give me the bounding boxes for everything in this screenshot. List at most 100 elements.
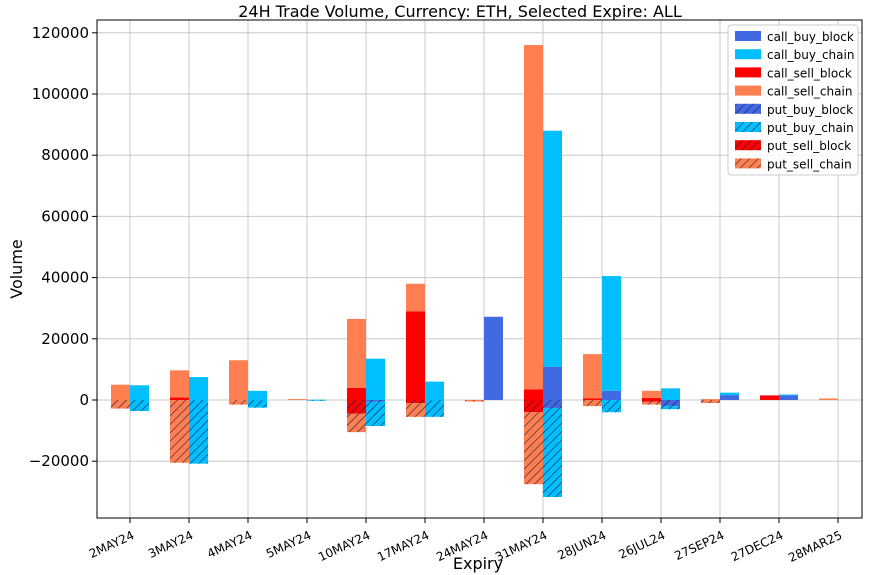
y-tick-label: −20000 — [29, 452, 89, 470]
bar-call_buy_chain — [425, 381, 444, 400]
bar-hatch-put_buy_chain — [248, 400, 267, 408]
y-tick-label: 80000 — [41, 146, 89, 164]
legend-swatch-call_buy_block — [735, 31, 761, 41]
x-tick-label: 4MAY24 — [205, 528, 254, 561]
x-tick-label: 2MAY24 — [87, 528, 136, 561]
bar-hatch-put_buy_chain — [543, 407, 562, 498]
legend-hatch-put_sell_chain — [735, 158, 761, 169]
bar-call_sell_chain — [524, 45, 543, 390]
bar-hatch-put_sell_chain — [347, 413, 366, 433]
plot-frame — [96, 19, 863, 519]
bar-hatch-put_sell_block — [642, 400, 661, 402]
bar-call_sell_chain — [111, 384, 130, 400]
bar-hatch-put_buy_chain — [189, 400, 208, 464]
bar-hatch-put_buy_chain — [602, 400, 621, 413]
legend-hatch-put_buy_block — [735, 103, 761, 114]
x-tick-label: 27DEC24 — [729, 528, 785, 564]
legend-label: put_sell_block — [767, 139, 851, 153]
bar-hatch-put_sell_block — [406, 400, 425, 404]
bar-call_buy_block — [720, 395, 739, 400]
bar-call_sell_chain — [406, 283, 425, 312]
bar-hatch-put_sell_chain — [583, 400, 602, 407]
legend-box — [727, 24, 859, 176]
legend-label: call_buy_chain — [767, 48, 854, 62]
x-tick-label: 17MAY24 — [375, 528, 431, 564]
bar-call_buy_chain — [366, 358, 385, 400]
bar-call_sell_block — [170, 397, 189, 400]
x-tick-label: 10MAY24 — [316, 528, 372, 564]
bar-hatch-put_sell_block — [524, 400, 543, 413]
bar-hatch-put_sell_chain — [524, 412, 543, 485]
bar-call_buy_chain — [130, 385, 149, 400]
bar-hatch-put_buy_chain — [366, 401, 385, 427]
bar-hatch-put_buy_chain — [307, 400, 326, 401]
bar-hatch-put_sell_chain — [170, 400, 189, 463]
x-tick-label: 26JUL24 — [616, 528, 667, 562]
y-axis-label: Volume — [7, 239, 26, 299]
bar-hatch-put_sell_chain — [229, 400, 248, 405]
bar-hatch-put_buy_chain — [425, 400, 444, 417]
bar-call_sell_chain — [229, 360, 248, 400]
bar-hatch-put_sell_chain — [111, 400, 130, 409]
chart-title: 24H Trade Volume, Currency: ETH, Selecte… — [238, 2, 682, 21]
bar-call_sell_chain — [288, 399, 307, 400]
bar-hatch-put_buy_block — [661, 400, 680, 407]
bar-call_sell_block — [583, 398, 602, 400]
legend-label: call_sell_chain — [767, 85, 852, 99]
bar-call_sell_block — [347, 387, 366, 400]
y-tick-label: 0 — [79, 391, 89, 409]
y-tick-label: 120000 — [32, 24, 89, 42]
y-tick-label: 60000 — [41, 207, 89, 225]
legend-swatch-call_sell_block — [735, 67, 761, 78]
bar-call_buy_block — [543, 366, 562, 400]
x-tick-label: 28JUN24 — [555, 528, 608, 563]
legend-label: call_buy_block — [767, 30, 854, 44]
bar-hatch-put_sell_chain — [701, 400, 720, 404]
bar-call_sell_chain — [583, 354, 602, 399]
legend-swatch-call_buy_chain — [735, 49, 761, 60]
bar-call_buy_chain — [779, 394, 798, 396]
legend-swatch-call_sell_chain — [735, 85, 761, 96]
bar-call_buy_chain — [602, 276, 621, 391]
bar-call_sell_chain — [642, 390, 661, 398]
x-tick-label: 5MAY24 — [264, 528, 313, 561]
bar-hatch-put_sell_chain — [465, 400, 484, 402]
bar-call_sell_block — [524, 389, 543, 400]
y-tick-label: 40000 — [41, 269, 89, 287]
bar-hatch-put_buy_block — [543, 400, 562, 408]
bar-call_sell_block — [406, 311, 425, 400]
y-tick-label: 20000 — [41, 330, 89, 348]
bar-call_sell_chain — [170, 370, 189, 398]
bar-call_buy_block — [602, 390, 621, 400]
legend-label: put_buy_chain — [767, 121, 854, 135]
bar-call_sell_chain — [347, 318, 366, 388]
bar-hatch-put_sell_chain — [406, 403, 425, 417]
legend-label: call_sell_block — [767, 66, 852, 80]
x-tick-label: 31MAY24 — [493, 528, 549, 564]
y-tick-label: 100000 — [32, 85, 89, 103]
bar-call_buy_chain — [543, 130, 562, 367]
bar-call_buy_block — [779, 395, 798, 400]
bar-call_buy_chain — [661, 388, 680, 400]
bar-hatch-put_buy_chain — [130, 400, 149, 412]
legend-label: put_buy_block — [767, 103, 853, 117]
legend-hatch-put_sell_block — [735, 140, 761, 151]
legend-hatch-put_buy_chain — [735, 122, 761, 132]
bar-call_sell_block — [760, 395, 779, 400]
bar-hatch-put_sell_block — [347, 400, 366, 414]
x-tick-label: 28MAR25 — [786, 528, 844, 565]
bar-call_sell_block — [642, 397, 661, 400]
bar-hatch-put_sell_chain — [642, 401, 661, 405]
x-tick-label: 3MAY24 — [146, 528, 195, 561]
x-tick-label: 27SEP24 — [672, 528, 726, 563]
bar-call_buy_chain — [189, 377, 208, 400]
bar-call_sell_chain — [701, 399, 720, 400]
bar-hatch-put_buy_block — [366, 400, 385, 402]
legend-label: put_sell_chain — [767, 157, 852, 171]
bar-call_buy_block — [484, 316, 503, 400]
bar-call_sell_chain — [819, 398, 838, 400]
bar-call_buy_chain — [720, 392, 739, 396]
bar-call_buy_chain — [248, 390, 267, 400]
